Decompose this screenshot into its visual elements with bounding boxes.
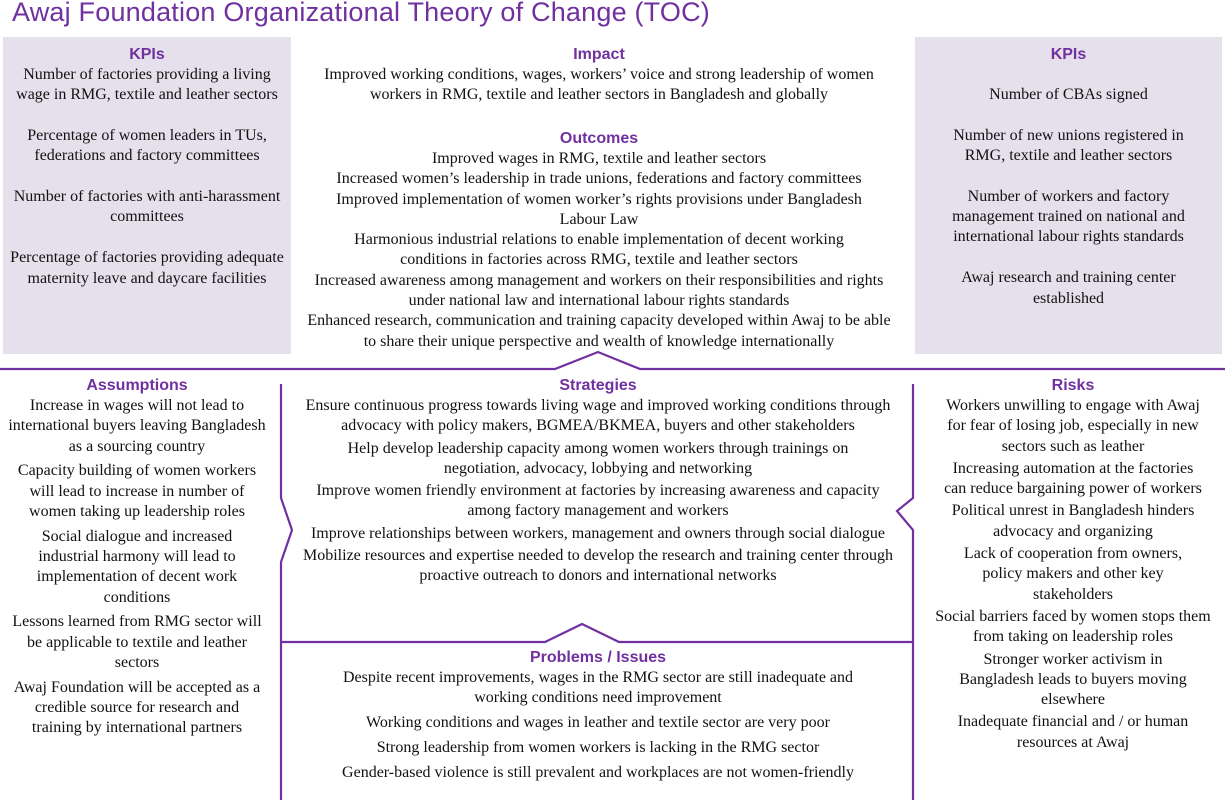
outcome-item: Improved implementation of women worker’… bbox=[336, 190, 862, 228]
strategy-item: Improve relationships between workers, m… bbox=[310, 524, 886, 542]
left-bracket-line bbox=[279, 384, 294, 800]
problem-item: Strong leadership from women workers is … bbox=[376, 738, 820, 756]
kpis-left-box bbox=[3, 37, 291, 354]
kpi-item: Number of CBAs signed bbox=[989, 86, 1148, 103]
strategies: Strategies Ensure continuous progress to… bbox=[300, 376, 896, 589]
problem-item: Gender-based violence is still prevalent… bbox=[342, 763, 854, 781]
assumption-item: Lessons learned from RMG sector will be … bbox=[12, 613, 262, 672]
outcomes-section: Outcomes Improved wages in RMG, textile … bbox=[302, 129, 896, 352]
risks-heading: Risks bbox=[1051, 377, 1095, 394]
kpi-item: Number of factories with anti-harassment… bbox=[13, 188, 281, 226]
kpi-item: Percentage of women leaders in TUs, fede… bbox=[27, 127, 267, 165]
strategy-item: Ensure continuous progress towards livin… bbox=[305, 397, 891, 435]
assumptions: Assumptions Increase in wages will not l… bbox=[8, 376, 266, 743]
kpi-item: Number of factories providing a living w… bbox=[16, 66, 278, 104]
impact-divider-line bbox=[0, 350, 1225, 371]
risk-item: Social barriers faced by women stops the… bbox=[935, 607, 1211, 646]
page-title: Awaj Foundation Organizational Theory of… bbox=[12, 0, 710, 27]
outcome-item: Enhanced research, communication and tra… bbox=[307, 312, 891, 350]
strategies-divider-line bbox=[281, 622, 913, 644]
risk-item: Political unrest in Bangladesh hinders a… bbox=[951, 502, 1195, 540]
strategy-item: Mobilize resources and expertise needed … bbox=[303, 547, 893, 585]
impact-text: Improved working conditions, wages, work… bbox=[324, 66, 874, 104]
kpi-item: Number of new unions registered in RMG, … bbox=[953, 126, 1184, 165]
risk-item: Workers unwilling to engage with Awaj fo… bbox=[946, 397, 1200, 455]
outcome-item: Harmonious industrial relations to enabl… bbox=[354, 231, 844, 269]
problems: Problems / Issues Despite recent improve… bbox=[300, 648, 896, 787]
kpis-left-heading: KPIs bbox=[129, 46, 165, 63]
assumption-item: Increase in wages will not lead to inter… bbox=[8, 397, 266, 455]
assumptions-heading: Assumptions bbox=[86, 377, 188, 394]
kpis-right: KPIs Number of CBAs signed Number of new… bbox=[925, 45, 1212, 329]
kpi-item: Percentage of factories providing adequa… bbox=[10, 249, 284, 287]
outcomes-heading: Outcomes bbox=[559, 130, 639, 147]
assumption-item: Awaj Foundation will be accepted as a cr… bbox=[13, 678, 261, 737]
risk-item: Inadequate financial and / or human reso… bbox=[957, 713, 1189, 751]
assumption-item: Social dialogue and increased industrial… bbox=[36, 527, 238, 606]
risk-item: Increasing automation at the factories c… bbox=[944, 459, 1202, 498]
risk-item: Stronger worker activism in Bangladesh l… bbox=[959, 650, 1187, 709]
strategies-heading: Strategies bbox=[559, 377, 637, 394]
impact-heading: Impact bbox=[573, 46, 625, 63]
problem-item: Working conditions and wages in leather … bbox=[366, 714, 830, 732]
risk-item: Lack of cooperation from owners, policy … bbox=[963, 545, 1183, 603]
strategy-item: Improve women friendly environment at fa… bbox=[316, 482, 880, 520]
problem-item: Despite recent improvements, wages in th… bbox=[342, 669, 854, 707]
kpis-left: KPIs Number of factories providing a liv… bbox=[8, 45, 286, 309]
outcome-item: Increased awareness among management and… bbox=[314, 271, 884, 310]
kpi-item: Awaj research and training center establ… bbox=[961, 269, 1176, 307]
assumption-item: Capacity building of women workers will … bbox=[17, 462, 257, 520]
kpis-right-heading: KPIs bbox=[1050, 46, 1087, 63]
outcome-item: Improved wages in RMG, textile and leath… bbox=[431, 150, 767, 167]
right-bracket-line bbox=[895, 384, 915, 800]
kpi-item: Number of workers and factory management… bbox=[952, 187, 1185, 246]
kpis-right-box bbox=[915, 37, 1222, 354]
outcome-item: Increased women’s leadership in trade un… bbox=[336, 170, 862, 188]
risks: Risks Workers unwilling to engage with A… bbox=[932, 376, 1214, 755]
impact-section: Impact Improved working conditions, wage… bbox=[302, 45, 896, 106]
strategy-item: Help develop leadership capacity among w… bbox=[347, 439, 849, 477]
problems-heading: Problems / Issues bbox=[529, 649, 667, 666]
